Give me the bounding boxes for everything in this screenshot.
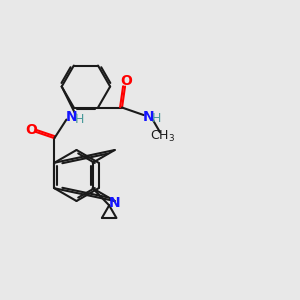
- Text: N: N: [109, 196, 121, 210]
- Text: CH$_3$: CH$_3$: [150, 129, 175, 145]
- Text: O: O: [26, 123, 37, 137]
- Text: N: N: [143, 110, 154, 124]
- Text: H: H: [152, 112, 161, 125]
- Text: N: N: [66, 110, 78, 124]
- Text: H: H: [74, 113, 84, 126]
- Text: O: O: [121, 74, 133, 88]
